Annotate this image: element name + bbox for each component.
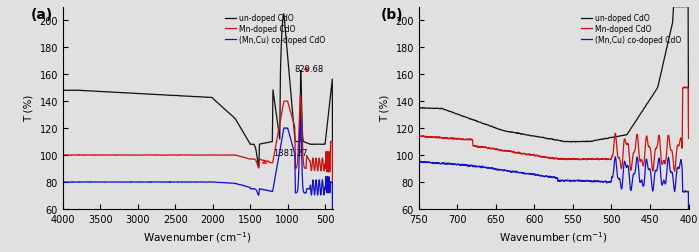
(Mn,Cu) co-doped CdO — [428, 162, 437, 165]
Line: (Mn,Cu) co-doped CdO: (Mn,Cu) co-doped CdO — [419, 157, 689, 226]
Mn-doped CdO — [682, 86, 691, 89]
Legend: un-doped CdO, Mn-doped CdO, (Mn,Cu) co-doped CdO: un-doped CdO, Mn-doped CdO, (Mn,Cu) co-d… — [222, 11, 329, 47]
Y-axis label: T (%): T (%) — [24, 95, 34, 122]
Mn-doped CdO — [684, 137, 693, 140]
Line: Mn-doped CdO: Mn-doped CdO — [63, 96, 333, 213]
Text: 829.68: 829.68 — [294, 65, 324, 74]
un-doped CdO — [677, 6, 685, 9]
un-doped CdO — [89, 90, 98, 93]
un-doped CdO — [162, 94, 171, 97]
(Mn,Cu) co-doped CdO — [611, 155, 619, 159]
(Mn,Cu) co-doped CdO — [627, 188, 635, 192]
(Mn,Cu) co-doped CdO — [106, 181, 114, 184]
Mn-doped CdO — [106, 154, 114, 157]
Legend: un-doped CdO, Mn-doped CdO, (Mn,Cu) co-doped CdO: un-doped CdO, Mn-doped CdO, (Mn,Cu) co-d… — [578, 11, 685, 47]
Text: 1381.27: 1381.27 — [263, 148, 307, 164]
(Mn,Cu) co-doped CdO — [174, 181, 182, 184]
un-doped CdO — [294, 140, 303, 143]
Mn-doped CdO — [415, 212, 423, 215]
un-doped CdO — [627, 127, 635, 130]
Mn-doped CdO — [296, 94, 305, 97]
(Mn,Cu) co-doped CdO — [539, 175, 547, 178]
Mn-doped CdO — [174, 154, 182, 157]
Mn-doped CdO — [677, 137, 685, 140]
un-doped CdO — [106, 91, 114, 94]
(Mn,Cu) co-doped CdO — [329, 227, 337, 230]
Line: Mn-doped CdO: Mn-doped CdO — [419, 88, 689, 214]
un-doped CdO — [539, 136, 547, 139]
un-doped CdO — [428, 107, 437, 110]
Mn-doped CdO — [162, 154, 171, 157]
Line: un-doped CdO: un-doped CdO — [419, 7, 689, 186]
un-doped CdO — [415, 184, 423, 187]
un-doped CdO — [174, 95, 182, 98]
Line: un-doped CdO: un-doped CdO — [63, 15, 333, 176]
(Mn,Cu) co-doped CdO — [677, 159, 685, 162]
(Mn,Cu) co-doped CdO — [89, 181, 98, 184]
Mn-doped CdO — [329, 204, 337, 207]
Text: (a): (a) — [31, 8, 53, 21]
Mn-doped CdO — [59, 211, 67, 214]
Mn-doped CdO — [428, 136, 437, 139]
(Mn,Cu) co-doped CdO — [323, 176, 331, 179]
Mn-doped CdO — [677, 137, 685, 140]
Y-axis label: T (%): T (%) — [380, 95, 390, 122]
Mn-doped CdO — [627, 169, 635, 172]
X-axis label: Wavenumber (cm$^{-1}$): Wavenumber (cm$^{-1}$) — [143, 230, 252, 244]
Text: (b): (b) — [381, 8, 404, 21]
(Mn,Cu) co-doped CdO — [294, 183, 303, 186]
Mn-doped CdO — [294, 149, 303, 152]
un-doped CdO — [329, 168, 337, 171]
(Mn,Cu) co-doped CdO — [415, 225, 423, 228]
(Mn,Cu) co-doped CdO — [677, 159, 685, 162]
un-doped CdO — [323, 123, 331, 126]
(Mn,Cu) co-doped CdO — [296, 119, 305, 122]
Mn-doped CdO — [539, 155, 547, 159]
un-doped CdO — [684, 127, 693, 130]
un-doped CdO — [59, 175, 67, 178]
(Mn,Cu) co-doped CdO — [684, 215, 693, 218]
(Mn,Cu) co-doped CdO — [162, 181, 171, 184]
Mn-doped CdO — [323, 151, 331, 154]
Line: (Mn,Cu) co-doped CdO: (Mn,Cu) co-doped CdO — [63, 120, 333, 228]
un-doped CdO — [546, 138, 554, 141]
un-doped CdO — [682, 6, 691, 9]
Mn-doped CdO — [546, 157, 554, 160]
un-doped CdO — [677, 6, 685, 9]
Mn-doped CdO — [89, 154, 98, 157]
X-axis label: Wavenumber (cm$^{-1}$): Wavenumber (cm$^{-1}$) — [499, 230, 608, 244]
(Mn,Cu) co-doped CdO — [546, 176, 554, 179]
un-doped CdO — [280, 13, 288, 16]
(Mn,Cu) co-doped CdO — [59, 227, 67, 230]
